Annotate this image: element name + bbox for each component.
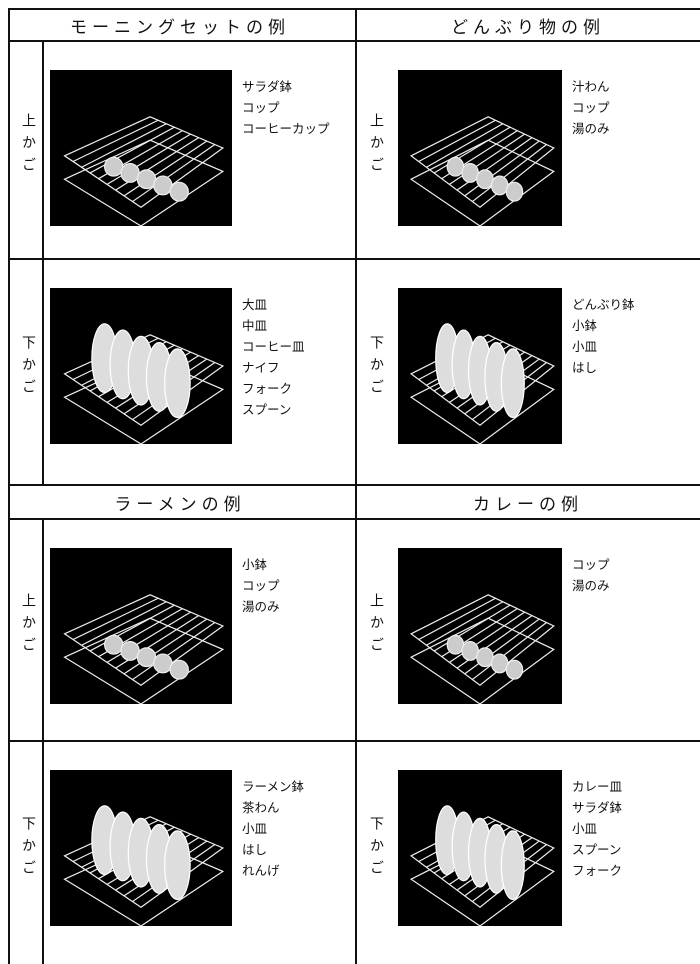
item-list: 汁わん コップ 湯のみ [572,76,610,139]
item: フォーク [572,863,623,878]
section-title: カレーの例 [473,495,583,515]
item: コーヒー皿 [242,339,305,354]
item: 湯のみ [242,599,280,614]
item-list: 小鉢 コップ 湯のみ [242,554,280,617]
item-list: カレー皿サラダ鉢小皿スプーンフォーク [572,776,622,881]
item-list: どんぶり鉢小鉢小皿はし [572,294,635,378]
item: 湯のみ [572,578,610,593]
item: カレー皿 [572,779,623,794]
item: コップ [572,100,610,115]
item: 小皿 [572,339,598,354]
row-label: 上かご [20,593,36,659]
item: 汁わん [572,79,610,94]
rack-photo [398,288,562,445]
rule-line [8,8,10,964]
row-label: 上かご [368,593,384,659]
item: 大皿 [242,297,268,312]
rack-photo [50,770,232,927]
rack-sketch [409,805,555,927]
item: ナイフ [242,360,280,375]
rack-sketch [409,323,555,445]
rack-sketch [409,116,555,227]
item: コップ [242,100,280,115]
rule-line [355,8,357,964]
item: サラダ鉢 [242,79,293,94]
item: 湯のみ [572,121,610,136]
rack-photo [50,70,232,227]
section-title: どんぶり物の例 [451,18,605,38]
row-label: 下かご [368,335,384,401]
item: コップ [572,557,610,572]
item: フォーク [242,381,293,396]
item: 小鉢 [242,557,268,572]
rack-photo [398,548,562,705]
rack-sketch [63,323,225,445]
item-list: サラダ鉢コップコーヒーカップ [242,76,330,139]
rule-line [8,484,700,486]
row-label: 下かご [368,816,384,882]
item: 小鉢 [572,318,598,333]
item: 小皿 [242,821,268,836]
row-label: 上かご [368,113,384,179]
section-title: モーニングセットの例 [70,18,290,38]
rack-photo [50,288,232,445]
rule-line [357,740,700,742]
rule-line [8,740,355,742]
row-label: 上かご [20,113,36,179]
rule-line [8,8,700,10]
item: 小皿 [572,821,598,836]
rack-sketch [63,594,225,705]
item: スプーン [242,402,292,417]
item: スプーン [572,842,622,857]
item: サラダ鉢 [572,800,623,815]
item: はし [572,360,598,375]
rack-photo [398,770,562,927]
item: どんぶり鉢 [572,297,635,312]
rule-line [8,40,700,42]
item: れんげ [242,863,280,878]
item-list: コップ 湯のみ [572,554,610,596]
rule-line [8,518,700,520]
rack-photo [398,70,562,227]
section-title: ラーメンの例 [114,495,246,515]
rule-line [8,258,355,260]
item-list: 大皿中皿コーヒー皿ナイフフォークスプーン [242,294,305,420]
rack-sketch [409,594,555,705]
rack-sketch [63,116,225,227]
item: コーヒーカップ [242,121,330,136]
item: はし [242,842,268,857]
row-label: 下かご [20,816,36,882]
item-list: ラーメン鉢茶わん小皿はしれんげ [242,776,304,881]
item: ラーメン鉢 [242,779,305,794]
item: 茶わん [242,800,280,815]
row-label: 下かご [20,335,36,401]
item: コップ [242,578,280,593]
rack-sketch [63,805,225,927]
rule-line [357,258,700,260]
item: 中皿 [242,318,268,333]
rack-photo [50,548,232,705]
rule-line [42,40,44,484]
